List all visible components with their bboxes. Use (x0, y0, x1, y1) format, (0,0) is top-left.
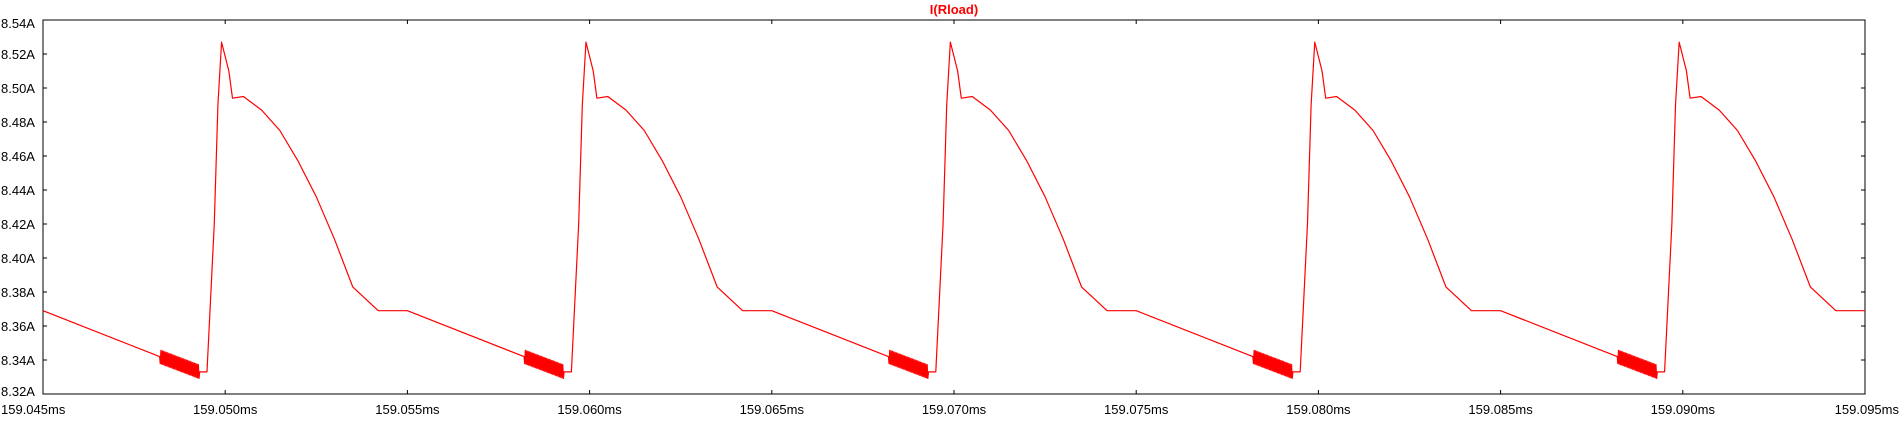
y-tick-label: 8.54A (1, 16, 35, 31)
x-tick-label: 159.070ms (922, 402, 987, 417)
x-tick-label: 159.095ms (1835, 402, 1900, 417)
x-tick-label: 159.045ms (1, 402, 66, 417)
plot-frame (42, 19, 1866, 395)
y-tick-label: 8.52A (1, 47, 35, 62)
x-tick-label: 159.055ms (375, 402, 440, 417)
y-tick-label: 8.36A (1, 319, 35, 334)
series-line-i-rload (42, 41, 1865, 380)
y-tick-label: 8.48A (1, 115, 35, 130)
x-tick-label: 159.080ms (1286, 402, 1351, 417)
y-tick-label: 8.38A (1, 285, 35, 300)
y-tick-label: 8.44A (1, 183, 35, 198)
trace-title[interactable]: I(Rload) (930, 2, 978, 17)
axis-ticks (42, 19, 1866, 395)
x-tick-label: 159.065ms (740, 402, 805, 417)
y-tick-label: 8.34A (1, 353, 35, 368)
x-tick-label: 159.060ms (557, 402, 622, 417)
x-tick-label: 159.085ms (1468, 402, 1533, 417)
axis-tick-labels: 159.045ms 159.050ms 159.055ms 159.060ms 159.… (1, 16, 1899, 417)
y-tick-label: 8.46A (1, 149, 35, 164)
y-tick-label: 8.42A (1, 217, 35, 232)
y-tick-label: 8.50A (1, 81, 35, 96)
y-tick-label: 8.40A (1, 251, 35, 266)
y-tick-label: 8.32A (1, 384, 35, 399)
x-tick-label: 159.075ms (1104, 402, 1169, 417)
x-tick-label: 159.050ms (193, 402, 258, 417)
x-tick-label: 159.090ms (1651, 402, 1716, 417)
